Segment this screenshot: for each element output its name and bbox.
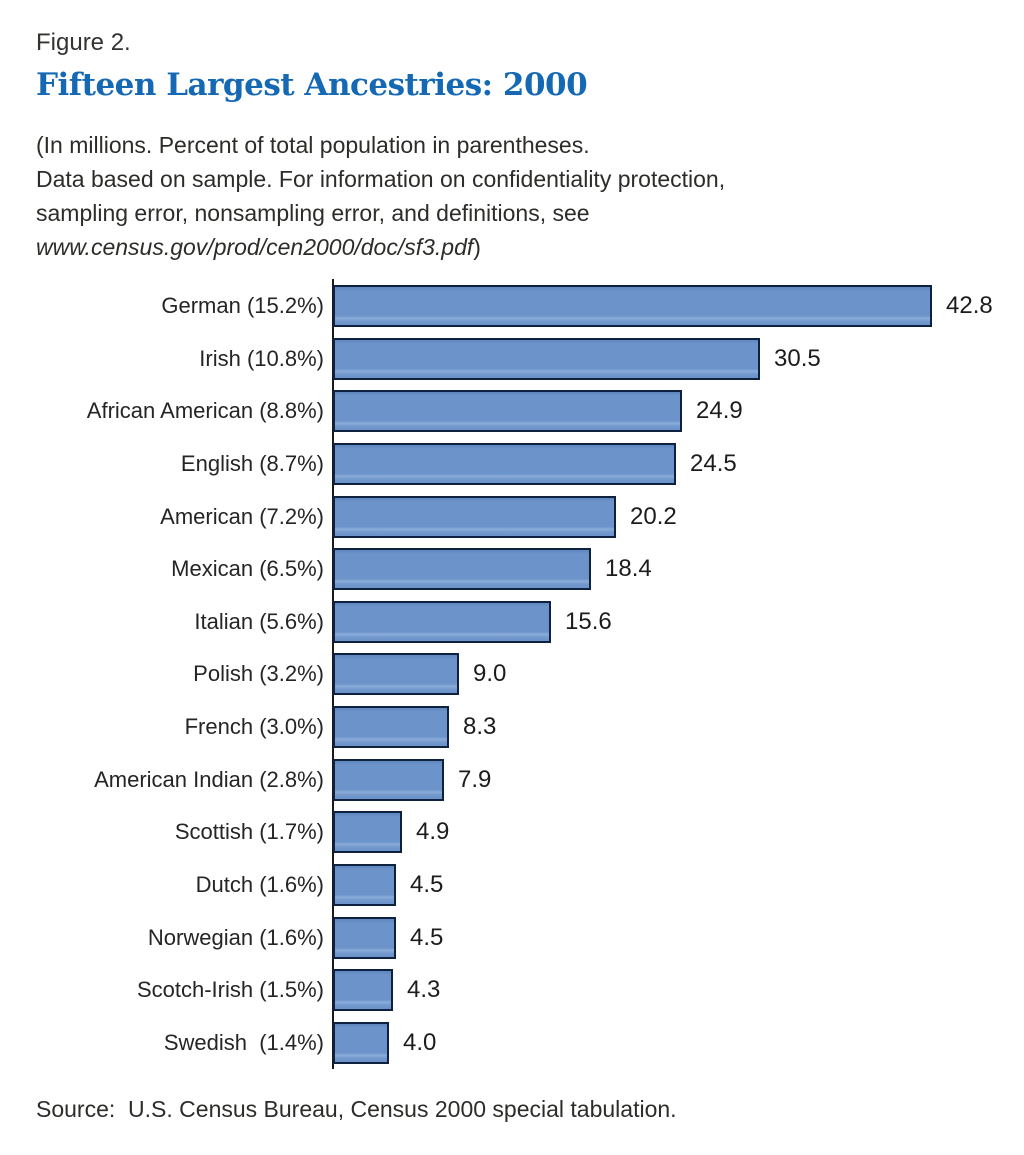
category-label: Polish (3.2%) <box>193 661 324 686</box>
bar-row: English (8.7%) 24.5 <box>0 443 1024 485</box>
bar <box>333 390 682 432</box>
bar-chart: German (15.2%) 42.8 Irish (10.8%) 30.5 Afric… <box>0 279 1024 1069</box>
value-label: 20.2 <box>630 503 677 530</box>
bar-row: French (3.0%) 8.3 <box>0 706 1024 748</box>
bar-row: German (15.2%) 42.8 <box>0 285 1024 327</box>
bar-row: Scotch-Irish (1.5%) 4.3 <box>0 969 1024 1011</box>
note-line-1: (In millions. Percent of total populatio… <box>36 132 590 158</box>
value-label: 8.3 <box>463 713 497 740</box>
source-note: Source: U.S. Census Bureau, Census 2000 … <box>36 1096 677 1122</box>
bar <box>333 653 459 695</box>
note-url: www.census.gov/prod/cen2000/doc/sf3.pdf <box>36 234 474 260</box>
bar-row: American Indian (2.8%) 7.9 <box>0 759 1024 801</box>
bar <box>333 811 402 853</box>
figure-header: Figure 2. Fifteen Largest Ancestries: 20… <box>0 0 1024 264</box>
bar <box>333 969 393 1011</box>
value-label: 4.5 <box>410 924 444 951</box>
note-line-3: sampling error, nonsampling error, and d… <box>36 200 590 226</box>
bar <box>333 1022 389 1064</box>
bar-row: Polish (3.2%) 9.0 <box>0 653 1024 695</box>
value-label: 24.9 <box>696 397 743 424</box>
category-label: Italian (5.6%) <box>194 609 324 634</box>
chart-title: Fifteen Largest Ancestries: 2000 <box>36 67 588 103</box>
bar-row: Irish (10.8%) 30.5 <box>0 338 1024 380</box>
bar-row: American (7.2%) 20.2 <box>0 496 1024 538</box>
category-label: Dutch (1.6%) <box>195 872 324 897</box>
note-line-2: Data based on sample. For information on… <box>36 166 726 192</box>
category-label: Mexican (6.5%) <box>171 556 324 581</box>
category-label: Scotch-Irish (1.5%) <box>136 977 324 1002</box>
note-line-4: www.census.gov/prod/cen2000/doc/sf3.pdf) <box>36 230 994 264</box>
bar <box>333 864 396 906</box>
value-label: 4.5 <box>410 871 444 898</box>
category-label: Irish (10.8%) <box>199 346 324 371</box>
bar <box>333 706 449 748</box>
value-label: 7.9 <box>458 766 492 793</box>
category-label: African American (8.8%) <box>86 398 324 423</box>
value-label: 24.5 <box>690 450 737 477</box>
value-label: 9.0 <box>473 660 507 687</box>
value-label: 18.4 <box>605 555 652 582</box>
category-label: English (8.7%) <box>180 451 324 476</box>
bar <box>333 496 616 538</box>
note-url-close-paren: ) <box>473 234 481 260</box>
figure-note: (In millions. Percent of total populatio… <box>36 128 994 264</box>
bar-row: Mexican (6.5%) 18.4 <box>0 548 1024 590</box>
category-label: American (7.2%) <box>160 504 324 529</box>
bar <box>333 548 591 590</box>
value-label: 4.3 <box>407 976 441 1003</box>
bar <box>333 601 551 643</box>
figure-number: Figure 2. <box>36 29 131 56</box>
bar-row: Norwegian (1.6%) 4.5 <box>0 917 1024 959</box>
category-label: French (3.0%) <box>184 714 324 739</box>
bar-row: Swedish (1.4%) 4.0 <box>0 1022 1024 1064</box>
category-label: Scottish (1.7%) <box>174 819 324 844</box>
bar <box>333 285 932 327</box>
value-label: 4.0 <box>403 1029 437 1056</box>
bar-row: African American (8.8%) 24.9 <box>0 390 1024 432</box>
bar-row: Italian (5.6%) 15.6 <box>0 601 1024 643</box>
category-label: Swedish (1.4%) <box>163 1030 324 1055</box>
bar <box>333 917 396 959</box>
category-label: Norwegian (1.6%) <box>147 925 324 950</box>
category-label: American Indian (2.8%) <box>94 767 324 792</box>
bar <box>333 443 676 485</box>
value-label: 30.5 <box>774 345 821 372</box>
bar <box>333 338 760 380</box>
value-label: 42.8 <box>946 292 993 319</box>
value-label: 4.9 <box>416 818 450 845</box>
bar <box>333 759 444 801</box>
bar-row: Scottish (1.7%) 4.9 <box>0 811 1024 853</box>
value-label: 15.6 <box>565 608 612 635</box>
category-label: German (15.2%) <box>161 293 324 318</box>
bar-row: Dutch (1.6%) 4.5 <box>0 864 1024 906</box>
